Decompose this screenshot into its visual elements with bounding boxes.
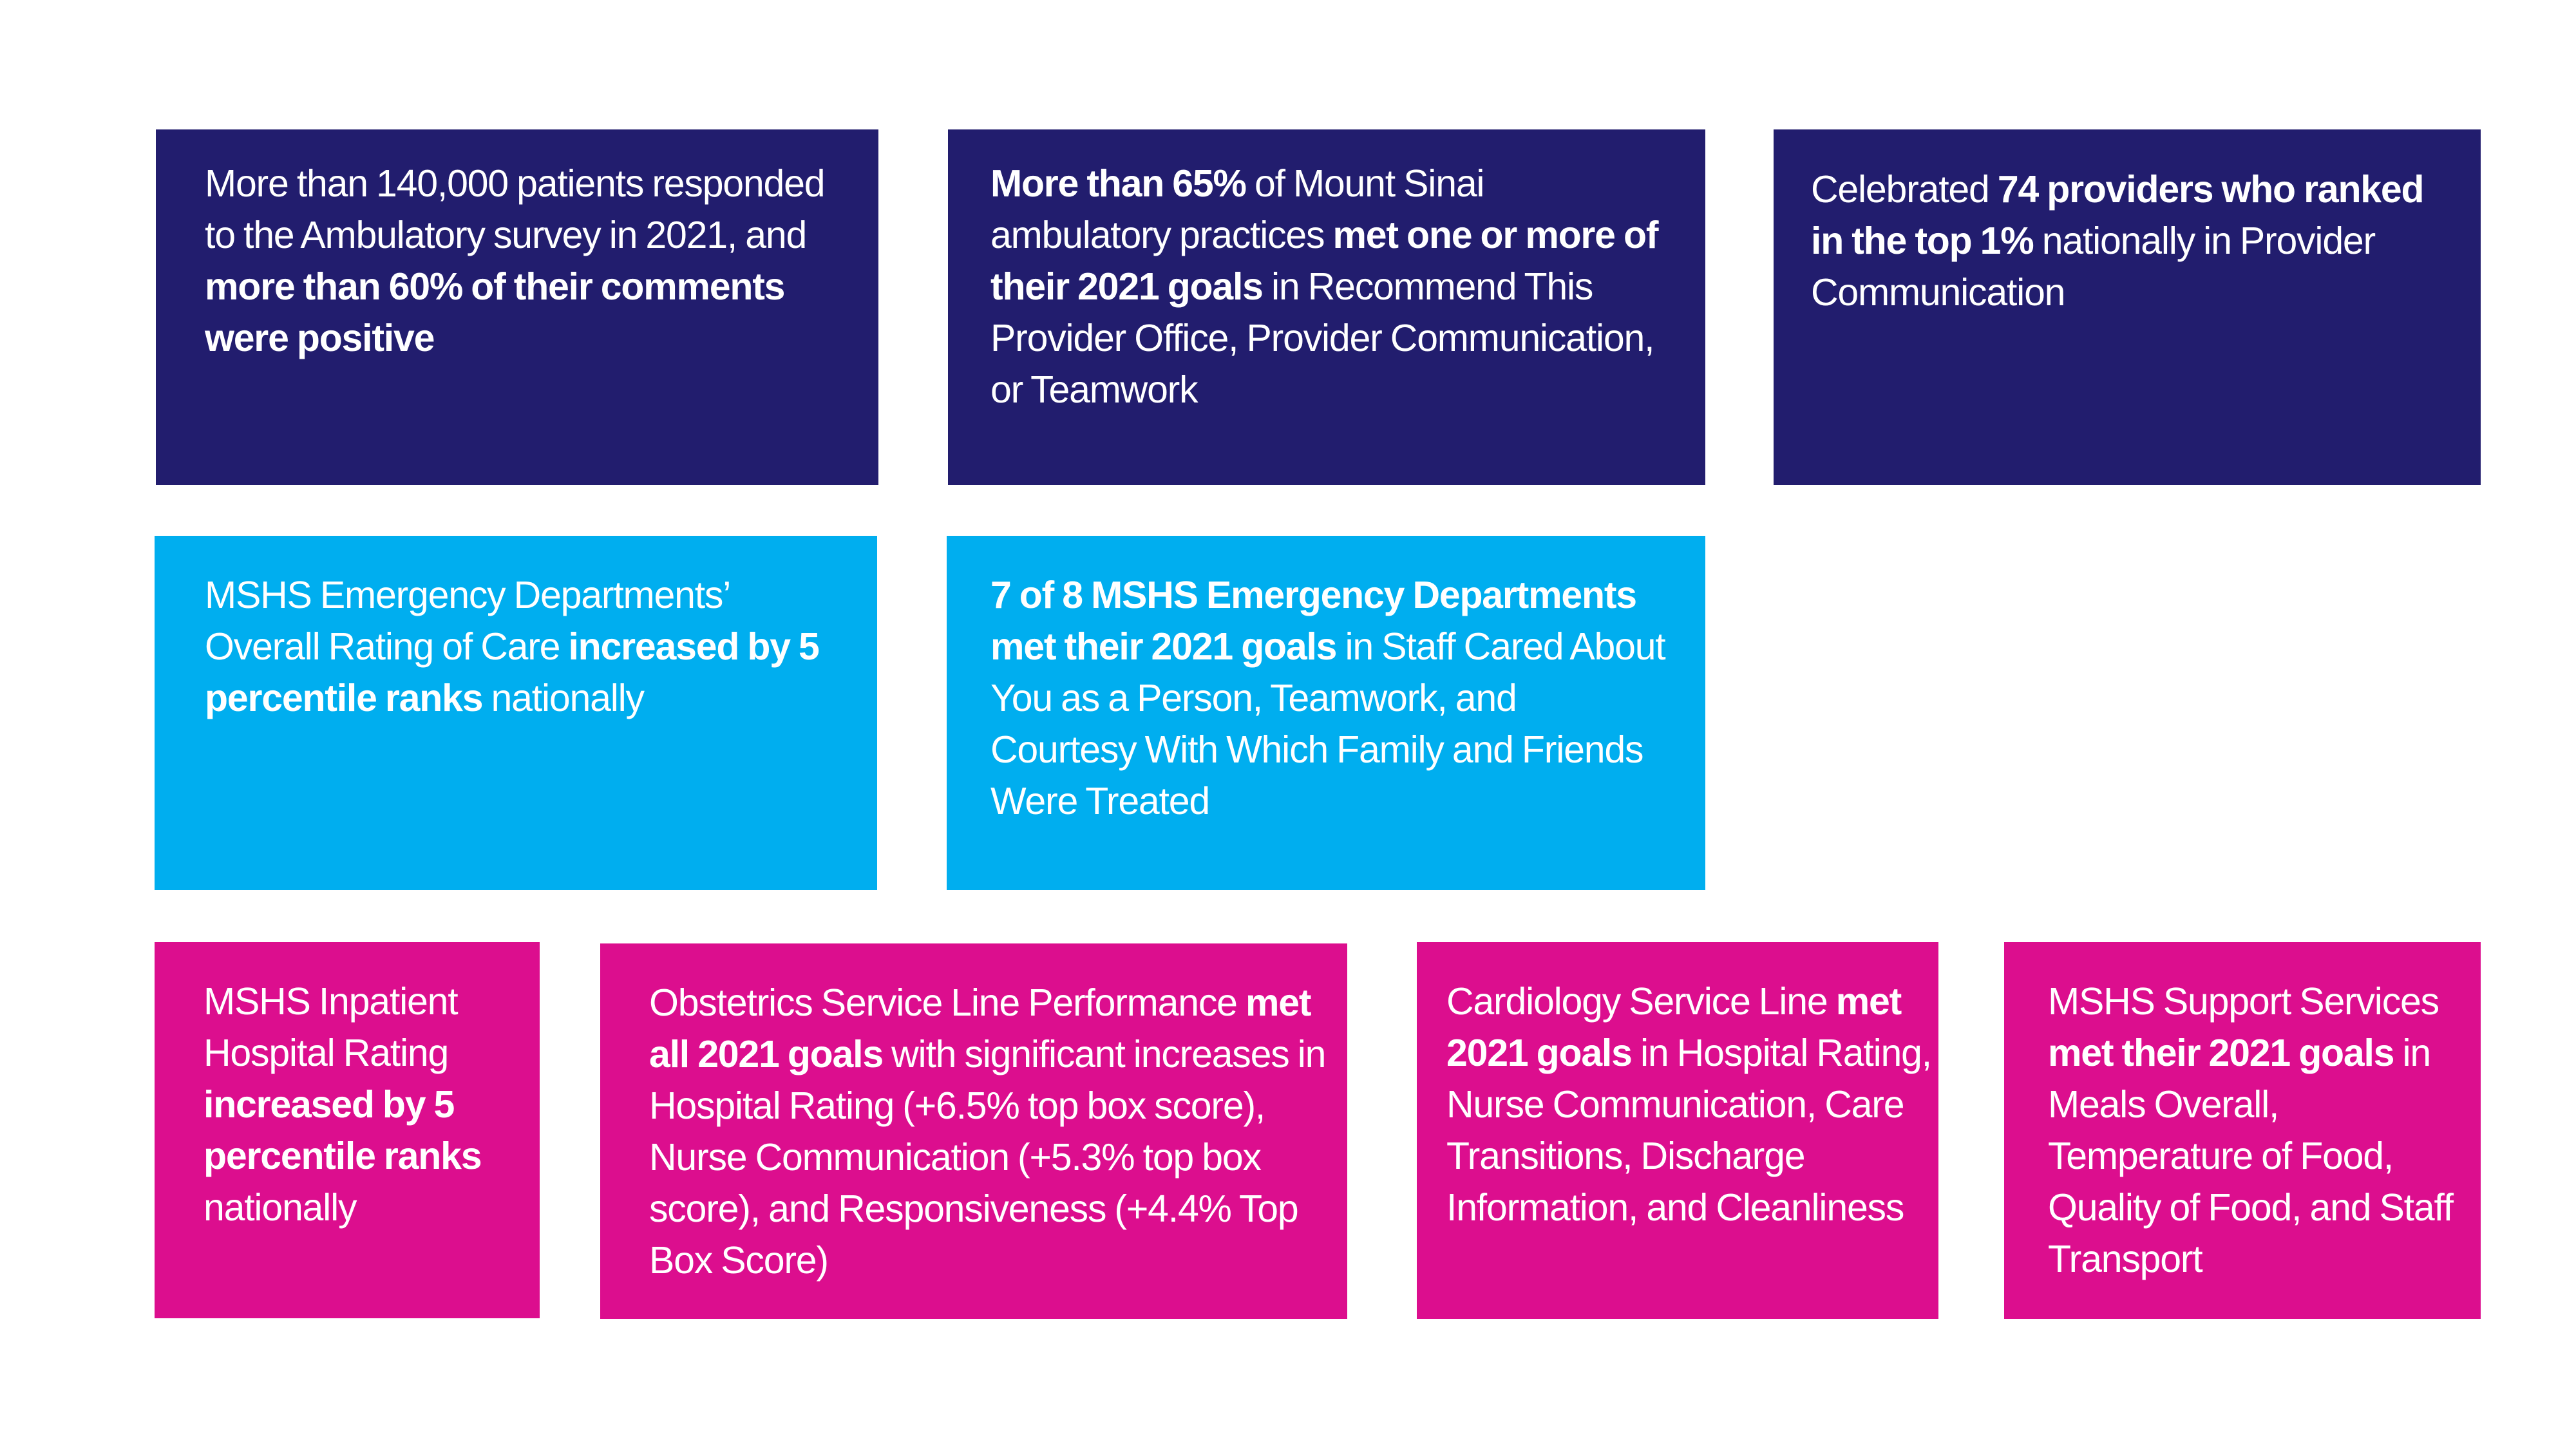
card-text: MSHS Inpatient Hospital Rating	[204, 980, 459, 1074]
card-text: nationally	[482, 677, 645, 719]
top-providers-text: Celebrated 74 providers who ranked in th…	[1811, 164, 2448, 318]
card-text: nationally	[204, 1186, 357, 1229]
card-highlight: met their 2021 goals	[2048, 1032, 2395, 1074]
card-highlight: met 2021 goals	[1446, 980, 1902, 1074]
card-highlight: 7 of 8 MSHS Emergency Departments met th…	[990, 574, 1637, 668]
card-text: in Staff Cared About You as a Person, Te…	[990, 625, 1666, 822]
ambulatory-survey-text: More than 140,000 patients responded to …	[205, 158, 833, 364]
obstetrics-text: Obstetrics Service Line Performance met …	[649, 977, 1334, 1286]
card-text: MSHS Support Services	[2048, 980, 2439, 1023]
ambulatory-survey-card: More than 140,000 patients responded to …	[156, 129, 878, 485]
card-text: Cardiology Service Line	[1446, 980, 1836, 1023]
ambulatory-practices-text: More than 65% of Mount Sinai ambulatory …	[990, 158, 1660, 415]
inpatient-rating-card: MSHS Inpatient Hospital Rating increased…	[155, 942, 540, 1318]
ed-overall-rating-text: MSHS Emergency Departments’ Overall Rati…	[205, 569, 838, 724]
card-highlight: 74 providers who ranked in the top 1%	[1811, 168, 2425, 262]
card-text: in Meals Overall, Temperature of Food, Q…	[2048, 1032, 2454, 1280]
support-services-text: MSHS Support Services met their 2021 goa…	[2048, 976, 2468, 1285]
card-highlight: More than 65%	[990, 162, 1247, 205]
ed-overall-rating-card: MSHS Emergency Departments’ Overall Rati…	[155, 536, 877, 890]
card-text: Obstetrics Service Line Performance	[649, 981, 1245, 1024]
card-text: More than 140,000 patients responded to …	[205, 162, 826, 256]
card-highlight: increased by 5 percentile ranks	[205, 625, 820, 719]
obstetrics-card: Obstetrics Service Line Performance met …	[600, 943, 1347, 1319]
top-providers-card: Celebrated 74 providers who ranked in th…	[1774, 129, 2481, 485]
ed-goals-card: 7 of 8 MSHS Emergency Departments met th…	[947, 536, 1705, 890]
card-highlight: met one or more of their 2021 goals	[990, 214, 1658, 308]
card-highlight: increased by 5 percentile ranks	[204, 1083, 482, 1177]
cardiology-card: Cardiology Service Line met 2021 goals i…	[1417, 942, 1938, 1319]
card-text: nationally in Provider Communication	[1811, 220, 2376, 314]
ambulatory-practices-card: More than 65% of Mount Sinai ambulatory …	[948, 129, 1705, 485]
ed-goals-text: 7 of 8 MSHS Emergency Departments met th…	[990, 569, 1667, 827]
card-highlight: more than 60% of their comments were pos…	[205, 265, 785, 359]
card-text: MSHS Emergency Departments’ Overall Rati…	[205, 574, 730, 668]
card-text: Celebrated	[1811, 168, 1998, 211]
support-services-card: MSHS Support Services met their 2021 goa…	[2004, 942, 2481, 1319]
card-text: of Mount Sinai ambulatory practices	[990, 162, 1485, 256]
card-text: in Recommend This Provider Office, Provi…	[990, 265, 1654, 411]
card-highlight: met all 2021 goals	[649, 981, 1311, 1075]
inpatient-rating-text: MSHS Inpatient Hospital Rating increased…	[204, 976, 527, 1233]
card-text: in Hospital Rating, Nurse Communication,…	[1446, 1032, 1932, 1229]
card-text: with significant increases in Hospital R…	[649, 1033, 1326, 1282]
cardiology-text: Cardiology Service Line met 2021 goals i…	[1446, 976, 1932, 1233]
